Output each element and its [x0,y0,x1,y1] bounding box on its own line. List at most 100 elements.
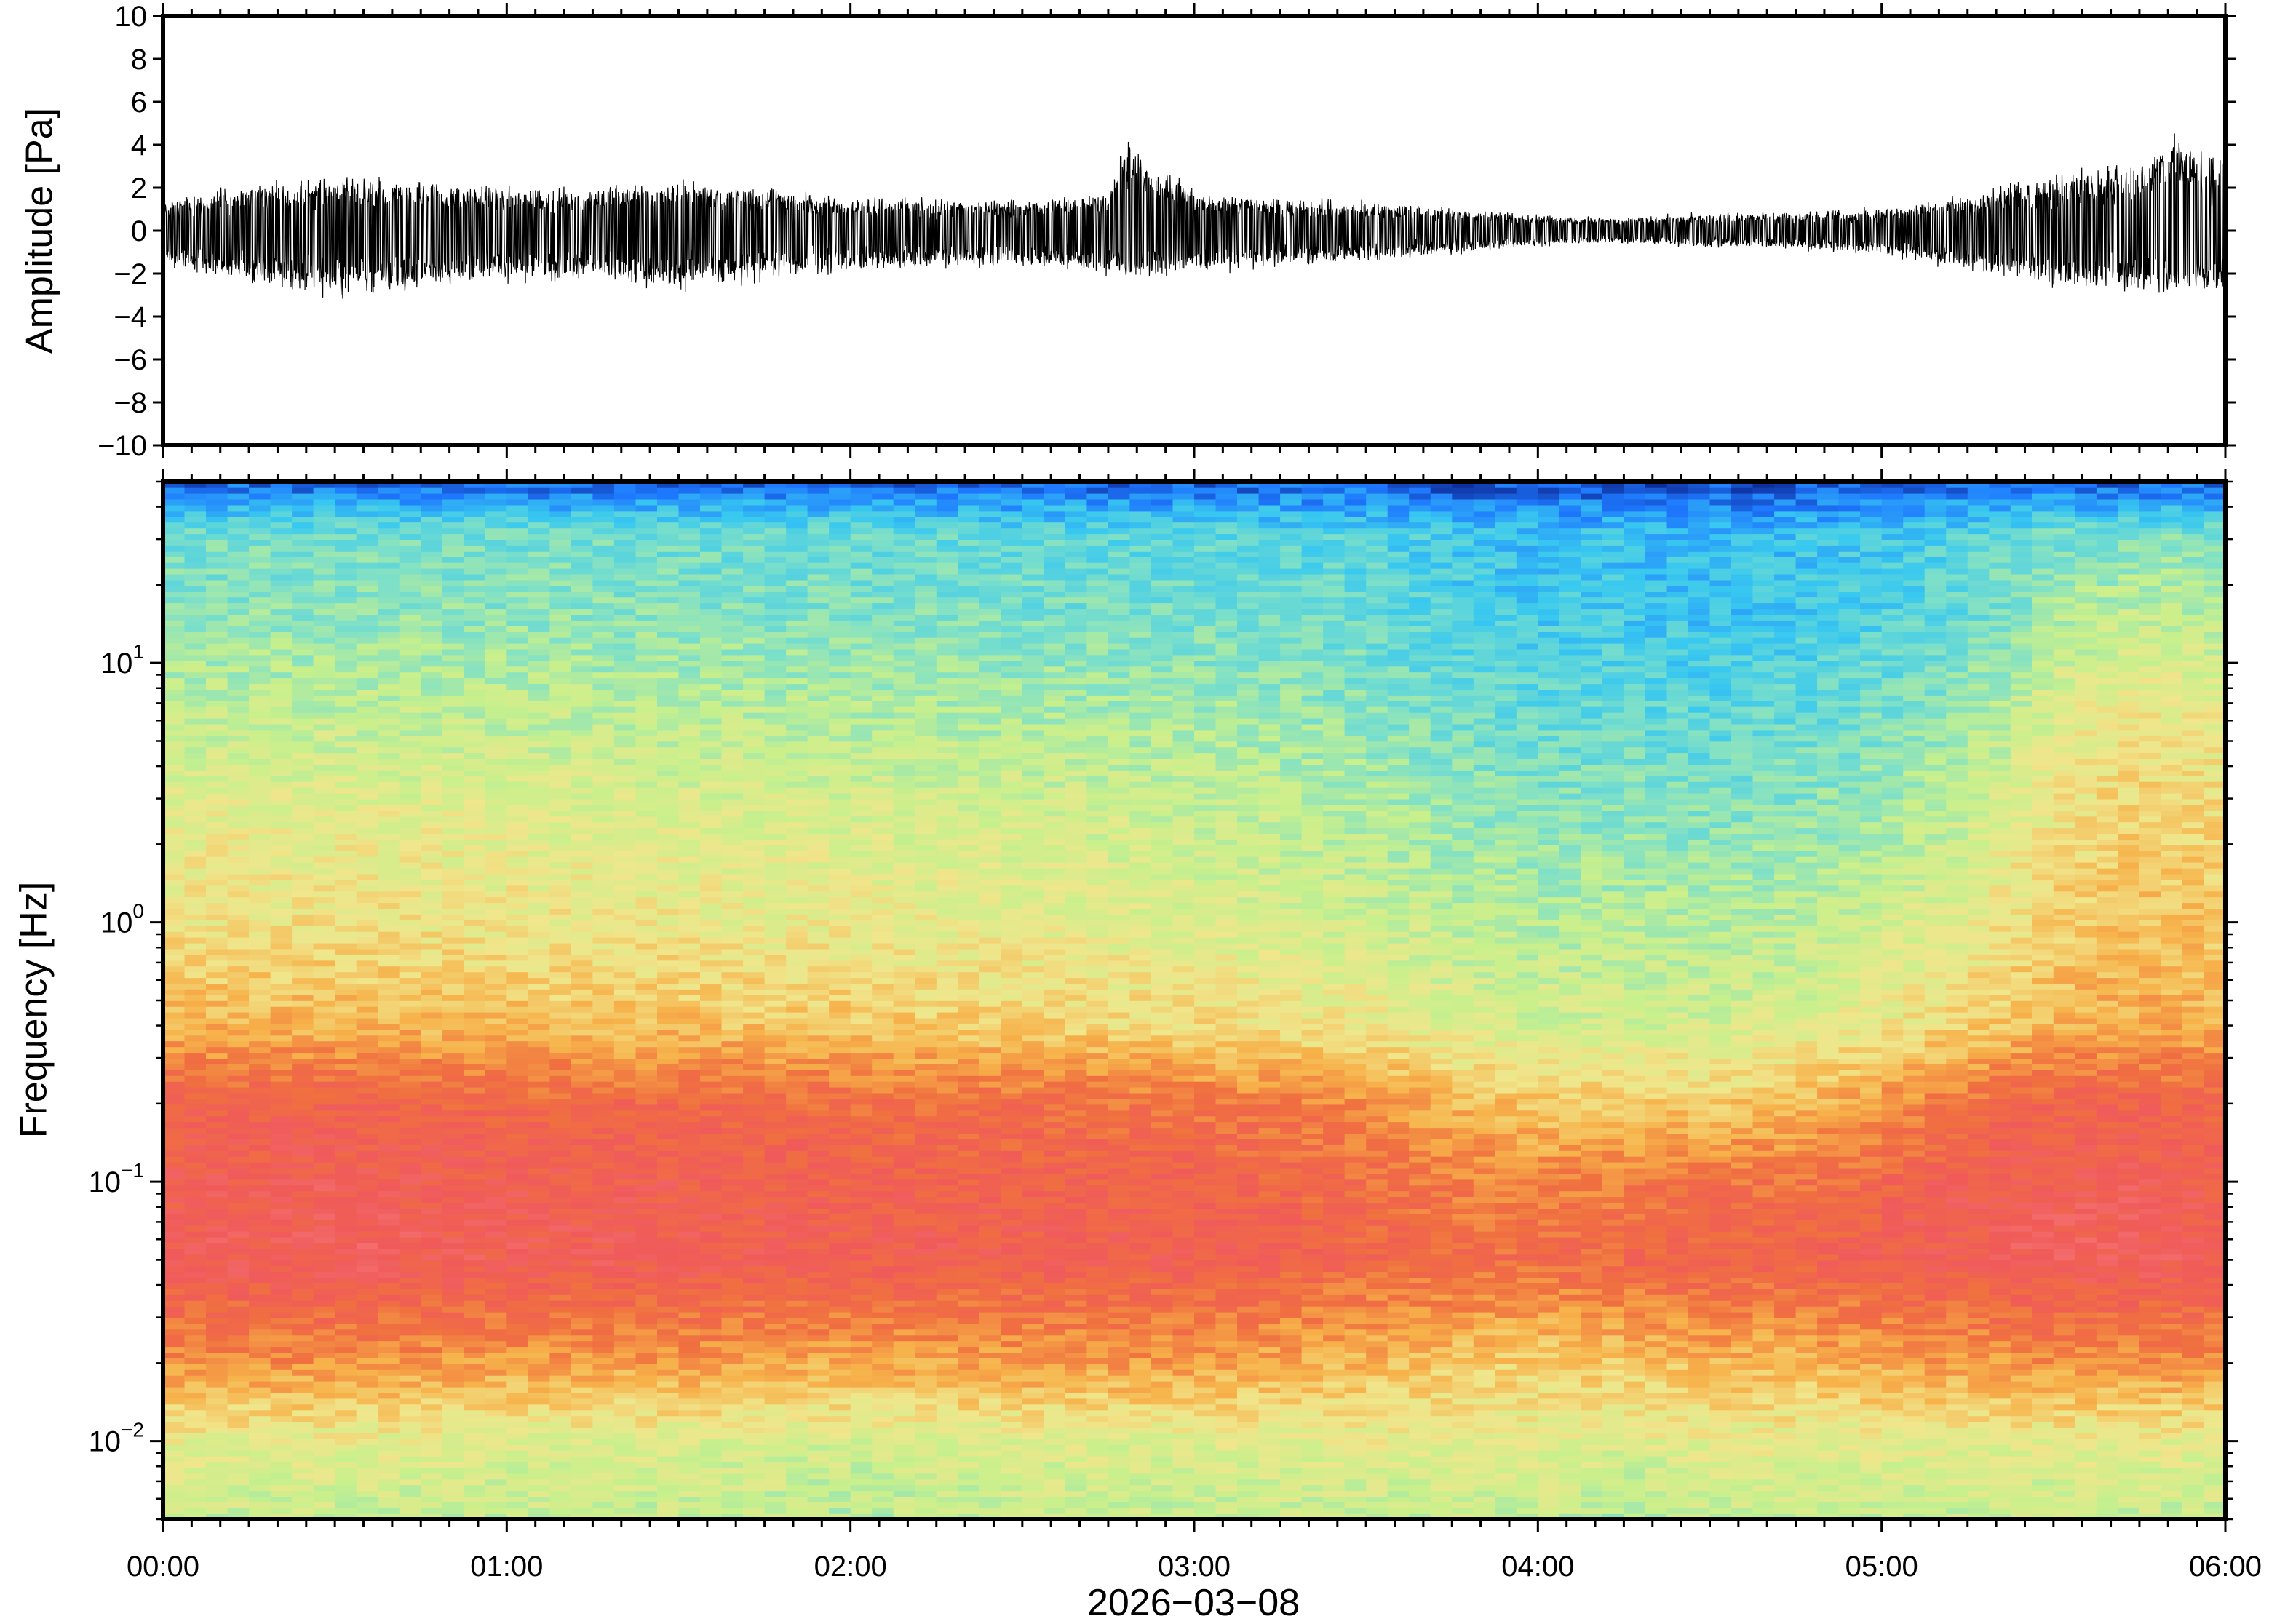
spectrogram-cell [657,1478,680,1486]
spectrogram-cell [1151,1329,1174,1336]
spectrogram-cell [2075,1409,2097,1417]
spectrogram-cell [2118,1254,2140,1261]
spectrogram-cell [2075,1444,2097,1451]
spectrogram-cell [1151,1369,1174,1376]
spectrogram-cell [1430,1265,1453,1273]
spectrogram-cell [2096,1461,2119,1468]
spectrogram-cell [184,1380,207,1388]
spectrogram-cell [1967,1230,1990,1238]
spectrogram-cell [936,1380,959,1388]
spectrogram-cell [893,1248,915,1255]
spectrogram-cells [163,482,2225,1519]
spectrogram-cell [829,1484,851,1492]
spectrogram-cell [1452,1502,1474,1508]
spectrogram-cell [2182,1369,2205,1376]
spectrogram-cell [1817,1386,1840,1393]
spectrogram-cell [1237,1409,1260,1417]
spectrogram-cell [1344,1438,1367,1445]
spectrogram-cell [1581,1496,1603,1502]
spectrogram-cell [1817,1265,1840,1273]
spectrogram-cell [1366,1311,1388,1318]
spectrogram-cell [2053,1236,2076,1243]
spectrogram-cell [421,1380,443,1388]
spectrogram-cell [1688,1317,1711,1324]
spectrogram-cell [1409,1508,1431,1514]
spectrogram-cell [1645,1259,1668,1267]
spectrogram-cell [1258,1352,1281,1358]
spectrogram-cell [163,1455,186,1462]
spectrogram-cell [915,1259,937,1267]
spectrogram-cell [1473,1265,1496,1273]
spectrogram-cell [292,1225,314,1232]
spectrogram-cell [270,1380,293,1388]
spectrogram-cell [786,1300,808,1307]
spectrogram-cell [1258,1300,1281,1307]
spectrogram-cell [915,1433,937,1439]
spectrogram-cell [1946,1259,1968,1267]
spectrogram-cell [1323,1329,1346,1336]
spectrogram-cell [1001,1467,1023,1474]
spectrogram-cell [1581,1421,1603,1428]
spectrogram-cell [1559,1305,1582,1313]
spectrogram-cell [1581,1323,1603,1330]
spectrogram-cell [270,1242,293,1249]
spectrogram-cell [1946,1364,1968,1370]
spectrogram-cell [2053,1289,2076,1295]
spectrogram-cell [1258,1508,1281,1514]
spectrogram-cell [2053,1323,2076,1330]
spectrogram-cell [2010,1386,2033,1393]
spectrogram-cell [485,1496,508,1502]
spectrogram-cell [442,1346,465,1353]
spectrogram-cell [1881,1444,1904,1451]
spectrogram-cell [1624,1404,1646,1411]
spectrogram-cell [464,1415,486,1422]
spectrogram-cell [1194,1461,1217,1468]
spectrogram-cell [313,1496,335,1502]
spectrogram-cell [829,1259,851,1267]
spectrogram-cell [1430,1358,1453,1364]
spectrogram-cell [1044,1317,1066,1324]
spectrogram-cell [1044,1449,1066,1457]
spectrogram-cell [958,1329,980,1336]
spectrogram-cell [1086,1438,1109,1445]
spectrogram-cell [528,1455,551,1462]
spectrogram-cell [313,1409,335,1417]
spectrogram-cell [506,1323,529,1330]
spectrogram-cell [592,1230,615,1238]
spectrogram-cell [979,1283,1002,1289]
spectrogram-cell [1709,1496,1732,1502]
spectrogram-cell [2161,1461,2183,1468]
spectrogram-cell [1001,1444,1023,1451]
spectrogram-cell [1989,1438,2011,1445]
spectrogram-cell [1774,1398,1797,1405]
spectrogram-cell [1172,1364,1195,1370]
spectrogram-cell [2032,1277,2054,1283]
spectrogram-cell [1559,1449,1582,1457]
spectrogram-cell [635,1502,658,1508]
spectrogram-cell [1946,1478,1968,1486]
spectrogram-cell [613,1478,637,1486]
spectrogram-cell [313,1404,335,1411]
spectrogram-cell [657,1248,680,1255]
spectrogram-cell [249,1352,271,1358]
spectrogram-cell [206,1478,229,1486]
spectrogram-cell [549,1265,572,1273]
spectrogram-cell [571,1358,594,1364]
spectrogram-cell [1538,1289,1560,1295]
spectrogram-cell [2161,1346,2183,1353]
spectrogram-cell [936,1265,959,1273]
spectrogram-cell [721,1259,744,1267]
spectrogram-cell [1430,1490,1453,1497]
spectrogram-cell [1108,1421,1131,1428]
spectrogram-cell [1344,1369,1367,1376]
spectrogram-cell [1645,1502,1668,1508]
spectrogram-cell [1301,1340,1324,1348]
spectrogram-cell [1387,1455,1410,1462]
spectrogram-cell [2161,1364,2183,1370]
spectrogram-cell [1624,1508,1646,1514]
spectrogram-cell [1409,1248,1431,1255]
spectrogram-cell [807,1433,830,1439]
spectrogram-cell [184,1317,207,1324]
spectrogram-cell [786,1461,808,1468]
spectrogram-cell [528,1490,551,1497]
